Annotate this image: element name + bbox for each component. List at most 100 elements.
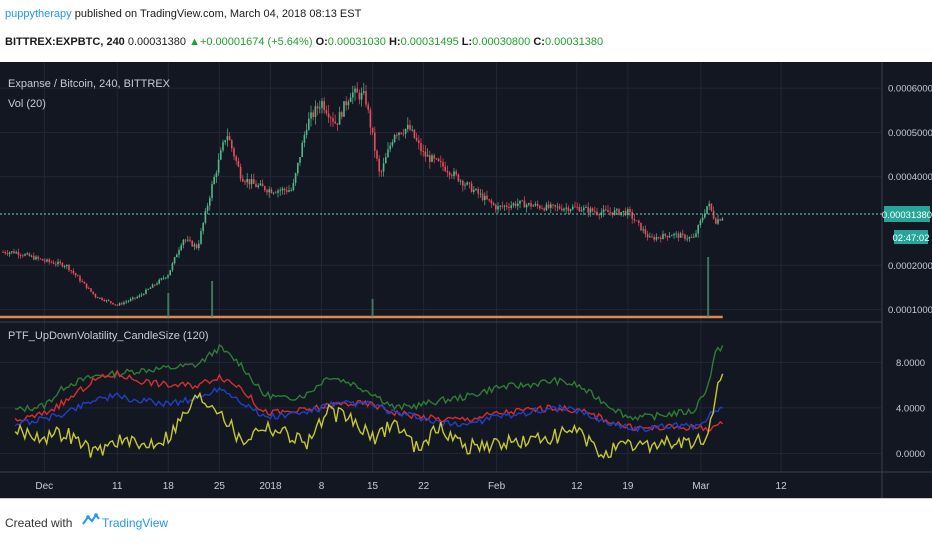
candle-body [585,207,587,208]
candle-body [156,283,158,285]
candle-body [668,236,671,238]
candle-body [404,128,407,134]
candle-body [613,210,616,215]
indicator-axis[interactable]: 8.0000 4.0000 0.0000 [896,358,925,460]
candle-body [490,200,493,204]
candle-body [167,275,169,278]
tradingview-link[interactable]: TradingView [102,516,169,530]
chart-area[interactable]: Expanse / Bitcoin, 240, BITTREX Vol (20)… [0,62,932,498]
price-badge-text: 0.00031380 [882,210,932,221]
candle-body [596,211,598,215]
candle-body [442,162,444,167]
candle-body [706,206,708,214]
candle-body [594,211,596,212]
candle-body [319,107,321,109]
candle-body [528,203,530,205]
candle-body [495,204,497,210]
candle-body [215,172,218,177]
candle-body [70,270,72,271]
candle-body [33,255,35,260]
candle-body [336,123,339,125]
candle-body [39,258,42,260]
candle-body [151,284,154,288]
candle-body [721,218,724,221]
candle-body [178,249,180,255]
candle-body [114,304,116,306]
candle-body [308,118,310,130]
candle-body [112,302,114,305]
candle-body [79,276,81,282]
time-axis[interactable]: Dec 11 18 25 2018 8 15 22 Feb 12 19 Mar 12 [35,481,787,492]
footer: Created with TradingView [0,498,932,550]
candle-body [136,296,138,299]
candle-body [695,233,697,237]
x-tick-label: Dec [35,481,53,492]
candle-body [479,193,482,195]
candle-body [101,297,103,300]
open-label: O: [315,36,328,48]
x-tick-label: Mar [692,481,710,492]
low-label: L: [461,36,473,48]
candle-body [657,237,660,238]
candle-body [365,91,367,105]
close-value: 0.00031380 [544,36,604,48]
candle-body [433,155,435,159]
volume-bar [707,257,710,317]
candle-body [127,300,130,302]
candle-body [187,239,189,241]
candle-body [189,239,191,241]
candle-body [90,288,92,292]
up-arrow-icon: ▲ [189,36,200,48]
candle-body [250,179,253,185]
candle-body [94,294,97,298]
candle-body [341,112,343,117]
candle-body [235,156,237,161]
candle-body [220,150,222,160]
candle-body [437,158,440,162]
candle-body [655,237,658,240]
indicator-label: PTF_UpDownVolatility_CandleSize (120) [8,330,209,342]
chart-svg[interactable]: Expanse / Bitcoin, 240, BITTREX Vol (20)… [0,62,932,498]
candle-body [248,178,251,185]
volume-bars [0,257,723,319]
candle-body [457,174,460,182]
volume-bar [371,299,374,317]
candle-body [440,161,442,163]
candle-body [46,259,48,262]
candle-body [708,203,710,207]
candle-body [244,181,246,183]
x-tick-label: 2018 [259,481,282,492]
candle-body [418,140,420,144]
candle-body [435,158,438,160]
candle-body [264,186,266,191]
candle-body [35,256,37,260]
candle-body [149,287,152,289]
tradingview-logo-icon[interactable] [82,512,100,528]
candle-body [633,218,636,221]
x-tick-label: 22 [418,481,430,492]
candle-body [193,244,196,247]
candle-body [299,156,301,163]
candle-body [710,203,713,211]
candle-body [407,124,409,129]
last-price: 0.00031380 [127,36,186,48]
candle-body [140,294,143,296]
x-tick-label: Feb [488,481,506,492]
candle-body [26,253,28,255]
candle-body [565,207,567,209]
candle-body [266,190,268,193]
author-link[interactable]: puppytherapy [5,8,72,20]
candle-body [618,209,620,215]
candle-body [343,101,345,117]
candle-body [231,140,233,149]
candle-body [292,182,295,191]
candle-body [629,209,631,213]
candle-body [169,270,171,276]
candle-body [488,199,490,201]
candle-body [195,244,198,249]
candle-body [506,205,508,208]
